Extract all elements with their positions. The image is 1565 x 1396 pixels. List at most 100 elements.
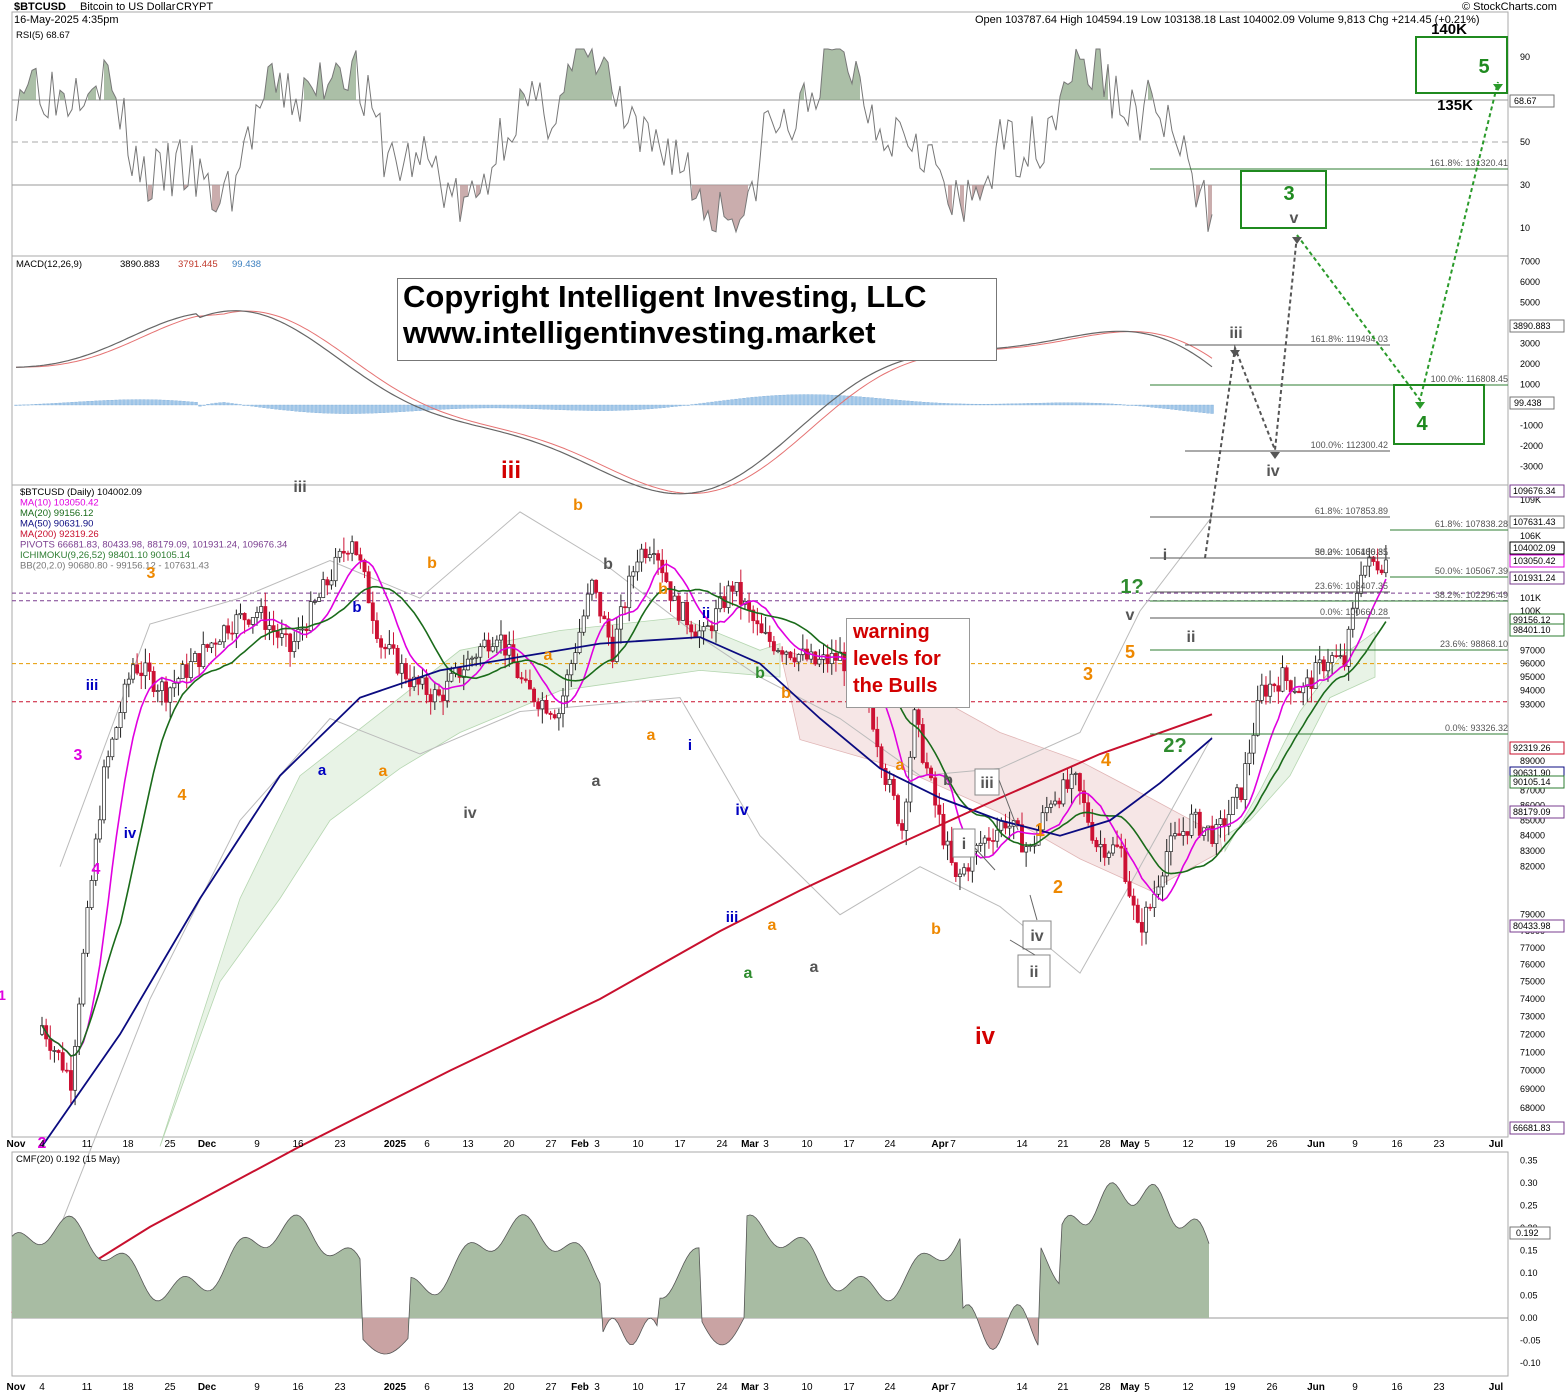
cmf-segment (549, 1248, 552, 1318)
macd-bar (194, 402, 198, 406)
candle (1214, 824, 1219, 845)
macd-bar (886, 399, 890, 406)
cmf-segment (369, 1318, 372, 1349)
candle (188, 661, 193, 678)
cmf-segment (390, 1318, 393, 1354)
candle (933, 777, 938, 806)
candle (1210, 825, 1215, 845)
cmf-segment (234, 1243, 237, 1318)
cmf-segment (570, 1242, 573, 1318)
cmf-segment (132, 1260, 135, 1318)
cmf-segment (924, 1253, 927, 1318)
cmf-segment (915, 1256, 918, 1318)
cmf-segment (1011, 1307, 1014, 1318)
macd-bar (882, 398, 886, 406)
cmf-segment (849, 1281, 852, 1318)
cmf-segment (705, 1318, 708, 1333)
cmf-segment (729, 1318, 732, 1342)
x-tick: Feb (571, 1382, 589, 1393)
cmf-segment (165, 1293, 168, 1318)
cmf-segment (642, 1318, 645, 1329)
macd-bar (210, 403, 214, 406)
macd-bar (1006, 403, 1010, 406)
macd-bar (726, 399, 730, 406)
cmf-segment (783, 1246, 786, 1318)
cmf-segment (903, 1276, 906, 1318)
moving-averages (11, 559, 1387, 1314)
cmf-segment (402, 1318, 405, 1345)
candle (763, 631, 768, 634)
x-tick: 17 (674, 1139, 686, 1150)
price-flag (1509, 623, 1565, 637)
candle (813, 651, 818, 665)
macd-bar (610, 404, 614, 411)
candle (114, 727, 119, 740)
x-tick: Dec (198, 1382, 217, 1393)
macd-bar (238, 404, 242, 406)
wave-callout (1029, 894, 1038, 921)
candle (193, 653, 197, 662)
rsi-label: RSI(5) 68.67 (16, 30, 70, 41)
macd-bar (50, 403, 54, 406)
rsi-panel: RSI(5) 68.67 90 50 30 10 68.67 (12, 30, 1555, 234)
price-tick: 94000 (1520, 686, 1545, 696)
candle (395, 647, 400, 674)
wave-box (1022, 920, 1052, 950)
cmf-segment (588, 1257, 591, 1318)
cmf-segment (726, 1318, 729, 1344)
cmf-segment (321, 1250, 324, 1318)
cmf-segment (237, 1239, 240, 1318)
macd-bar (114, 399, 118, 406)
macd-bar (274, 404, 278, 410)
candle (52, 1050, 57, 1052)
macd-bar (414, 404, 418, 412)
candle (64, 1069, 69, 1072)
macd-bar (1054, 402, 1058, 406)
macd-last-value: 3890.883 (1513, 321, 1551, 331)
macd-bar (102, 400, 106, 406)
macd-bar (794, 394, 798, 406)
macd-bar (714, 401, 718, 406)
cmf-segment (954, 1244, 957, 1318)
price-tick: 68000 (1520, 1103, 1545, 1113)
candle (89, 880, 94, 908)
candle (734, 582, 739, 592)
x-tick: 10 (632, 1382, 644, 1393)
macd-bar (694, 403, 698, 406)
projection-label: 3 (1283, 183, 1294, 205)
cmf-segment (45, 1240, 48, 1318)
macd-bar (478, 404, 482, 409)
macd-bar (786, 394, 790, 406)
wave-box (1017, 954, 1051, 988)
candle (155, 690, 160, 692)
macd-bar (198, 404, 202, 407)
x-tick: 16 (1391, 1139, 1403, 1150)
projection-label: 5 (1478, 56, 1489, 78)
cmf-segment (618, 1318, 621, 1330)
cmf-segment (483, 1248, 486, 1318)
wave-labels: 1234iiiivbaiiiiviii34babababaab12345iiii… (0, 457, 1195, 1152)
cmf-segment (927, 1253, 930, 1318)
macd-bar (1150, 404, 1154, 408)
candle (292, 641, 297, 653)
macd-bar (318, 404, 322, 414)
cmf-segment (336, 1251, 339, 1318)
macd-bar (538, 404, 542, 410)
macd-bar (1070, 402, 1074, 406)
cmf-segment (135, 1266, 138, 1318)
cmf-segment (1158, 1188, 1161, 1318)
macd-bar (90, 400, 94, 406)
cmf-segment (717, 1318, 720, 1345)
rsi-os-fill (712, 185, 716, 232)
cmf-segment (933, 1256, 936, 1318)
cmf-segment (1071, 1215, 1074, 1318)
candle (722, 596, 727, 608)
candle (986, 837, 991, 841)
bb-lower (59, 697, 1213, 1228)
cmf-segment (90, 1246, 93, 1318)
macd-bar (678, 404, 682, 407)
cmf-segment (171, 1284, 174, 1318)
panel-frames (11, 11, 1509, 1377)
price-flag (1509, 775, 1565, 789)
wave-label: 4 (1101, 750, 1111, 770)
